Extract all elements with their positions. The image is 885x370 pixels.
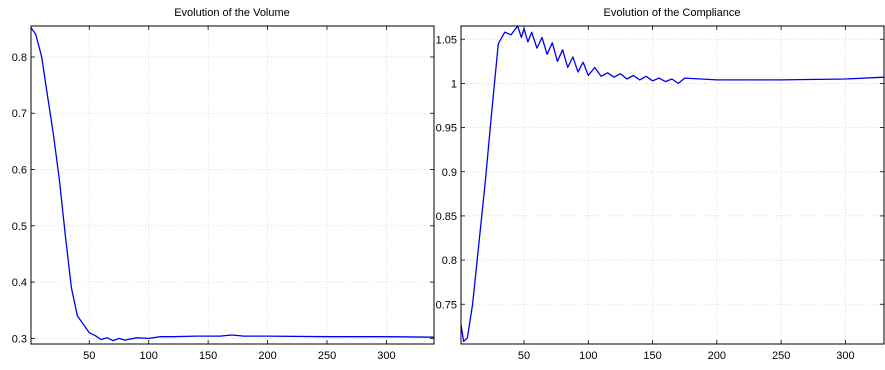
volume-axes-frame [30,25,435,345]
volume-chart: Evolution of the Volume 50 100 150 200 250 30… [12,7,435,362]
compliance-x-tick-label: 150 [643,350,661,362]
compliance-grid [461,26,884,344]
compliance-y-tick-label: 0.75 [436,299,457,311]
volume-x-tick-label: 250 [318,350,336,362]
compliance-x-tick-label: 300 [836,350,854,362]
volume-x-tick-label: 200 [258,350,276,362]
volume-y-tick-label: 0.7 [12,108,27,120]
volume-x-tick-label: 300 [377,350,395,362]
compliance-y-tick-label: 0.95 [436,123,457,135]
compliance-series-line [460,25,885,343]
compliance-x-tick-label: 250 [772,350,790,362]
compliance-y-tick-label: 0.8 [442,255,457,267]
volume-x-tick-label: 150 [199,350,217,362]
compliance-axes-frame [460,25,885,345]
volume-series-line [30,27,435,342]
compliance-ticks: 50 100 150 200 250 300 0.75 0.8 0.85 0.9 0.95 1 1.05 [436,26,884,362]
compliance-y-tick-label: 1.05 [436,34,457,46]
compliance-y-tick-label: 0.9 [442,167,457,179]
volume-chart-title: Evolution of the Volume [174,7,290,19]
volume-y-tick-label: 0.8 [12,52,27,64]
compliance-x-tick-label: 200 [708,350,726,362]
volume-x-tick-label: 100 [140,350,158,362]
volume-y-tick-label: 0.5 [12,221,27,233]
volume-y-tick-label: 0.3 [12,333,27,345]
compliance-x-tick-label: 50 [518,350,530,362]
volume-axes-box [30,25,435,345]
compliance-x-tick-label: 100 [579,350,597,362]
volume-y-tick-label: 0.6 [12,165,27,177]
volume-x-tick-label: 50 [83,350,95,362]
compliance-y-tick-label: 0.85 [436,211,457,223]
volume-grid [31,26,434,344]
compliance-chart: Evolution of the Compliance 50 100 150 200 2… [436,7,885,362]
compliance-y-tick-label: 1 [451,78,457,90]
compliance-axes-box [460,25,885,345]
volume-ticks: 50 100 150 200 250 300 0.3 0.4 0.5 0.6 0.7 0.8 [12,26,434,362]
volume-y-tick-label: 0.4 [12,277,27,289]
compliance-chart-title: Evolution of the Compliance [604,7,741,19]
